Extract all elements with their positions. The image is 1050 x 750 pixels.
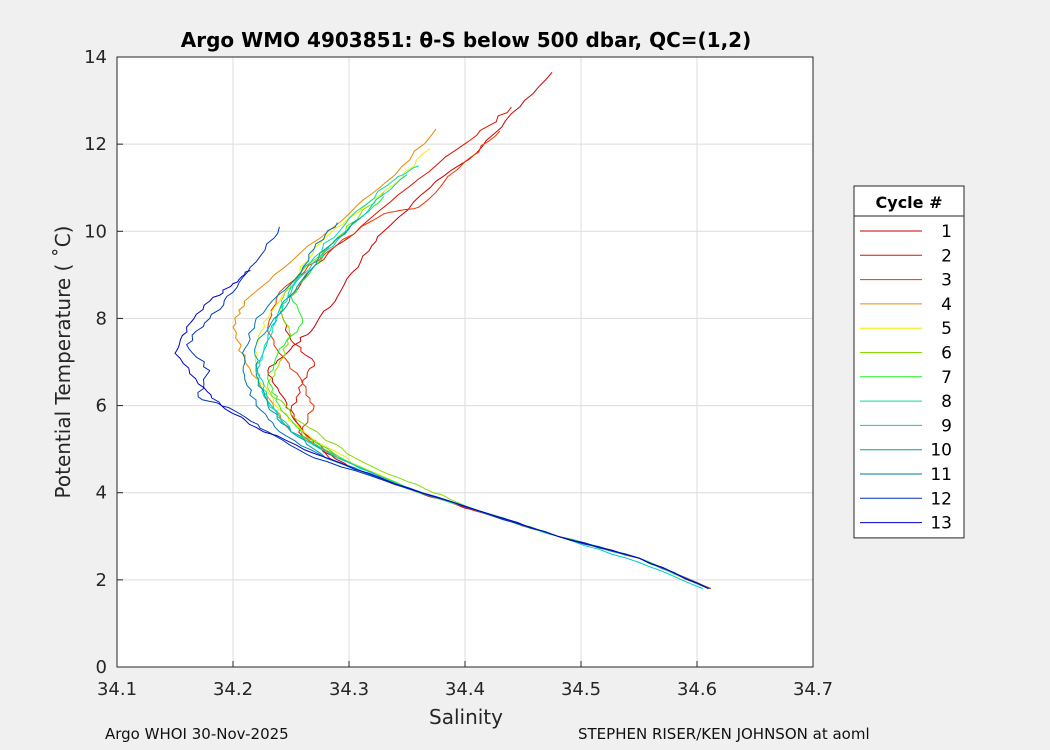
legend-label: 2 bbox=[941, 246, 952, 266]
legend-item-cycle-4: 4 bbox=[860, 295, 952, 315]
x-ticks: 34.1 34.2 34.3 34.4 34.5 34.6 34.7 bbox=[97, 661, 833, 700]
legend-item-cycle-5: 5 bbox=[860, 319, 952, 339]
y-tick-label: 0 bbox=[96, 657, 107, 678]
legend-box bbox=[853, 185, 965, 539]
x-tick-label: 34.4 bbox=[445, 679, 485, 700]
x-tick-label: 34.7 bbox=[793, 679, 833, 700]
y-axis-label: Potential Temperature ( ˚C) bbox=[51, 226, 75, 499]
y-tick-label: 4 bbox=[96, 483, 107, 504]
legend-item-cycle-3: 3 bbox=[860, 271, 952, 291]
legend-label: 5 bbox=[941, 319, 952, 339]
x-tick-label: 34.2 bbox=[213, 679, 253, 700]
legend-label: 10 bbox=[930, 441, 952, 461]
legend-item-cycle-13: 13 bbox=[860, 514, 952, 534]
y-tick-label: 8 bbox=[96, 308, 107, 329]
legend-label: 11 bbox=[930, 465, 952, 485]
legend-item-cycle-10: 10 bbox=[860, 441, 952, 461]
legend-item-cycle-12: 12 bbox=[860, 489, 952, 509]
series-lines bbox=[174, 71, 712, 590]
chart-title: Argo WMO 4903851: θ-S below 500 dbar, QC… bbox=[181, 28, 751, 52]
legend-label: 3 bbox=[941, 271, 952, 291]
legend-label: 1 bbox=[941, 222, 952, 242]
x-tick-label: 34.6 bbox=[677, 679, 717, 700]
y-tick-label: 6 bbox=[96, 396, 107, 417]
y-tick-label: 14 bbox=[84, 47, 107, 68]
legend-label: 6 bbox=[941, 344, 952, 364]
legend-item-cycle-2: 2 bbox=[860, 246, 952, 266]
y-ticks: 0 2 4 6 8 10 12 14 bbox=[84, 47, 123, 678]
legend-item-cycle-1: 1 bbox=[860, 222, 952, 242]
legend-item-cycle-6: 6 bbox=[860, 344, 952, 364]
x-tick-label: 34.1 bbox=[97, 679, 137, 700]
legend-label: 8 bbox=[941, 392, 952, 412]
legend-item-cycle-8: 8 bbox=[860, 392, 952, 412]
footer-right-text: STEPHEN RISER/KEN JOHNSON at aoml bbox=[578, 725, 870, 743]
y-tick-label: 2 bbox=[96, 570, 107, 591]
legend-item-cycle-9: 9 bbox=[860, 416, 952, 436]
legend-item-cycle-7: 7 bbox=[860, 368, 952, 388]
legend-item-cycle-11: 11 bbox=[860, 465, 952, 485]
legend-label: 13 bbox=[930, 514, 952, 534]
series-line-cycle-12 bbox=[186, 226, 709, 590]
footer-left-text: Argo WHOI 30-Nov-2025 bbox=[105, 725, 289, 743]
x-axis-label: Salinity bbox=[429, 705, 503, 729]
x-tick-label: 34.3 bbox=[329, 679, 369, 700]
legend-title: Cycle # bbox=[876, 193, 943, 212]
legend-label: 7 bbox=[941, 368, 952, 388]
x-tick-label: 34.5 bbox=[561, 679, 601, 700]
legend-label: 9 bbox=[941, 416, 952, 436]
series-line-cycle-13 bbox=[174, 270, 709, 590]
legend-label: 12 bbox=[930, 489, 952, 509]
y-tick-label: 12 bbox=[84, 134, 107, 155]
y-tick-label: 10 bbox=[84, 221, 107, 242]
legend-label: 4 bbox=[941, 295, 952, 315]
